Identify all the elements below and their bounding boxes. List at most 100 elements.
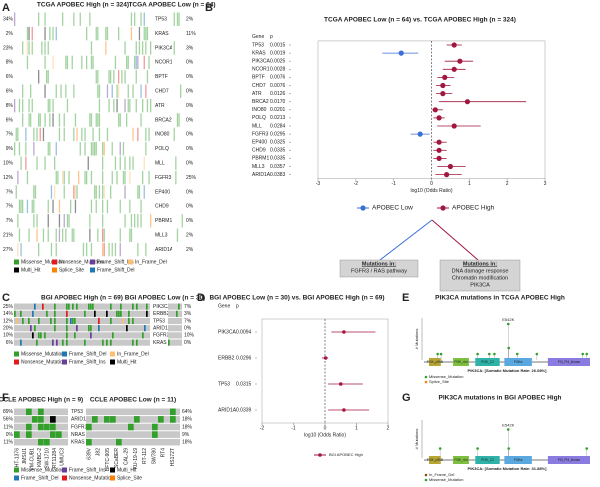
- domain: [453, 456, 469, 464]
- cell: [168, 339, 170, 346]
- cell-line-label: 639V: [86, 447, 92, 459]
- cell: [84, 127, 86, 142]
- gene-label: TP53: [218, 381, 230, 387]
- pct-label: 6%: [6, 74, 14, 80]
- cell: [47, 228, 49, 242]
- group-title: TCGA APOBEC Low (n = 64): [128, 2, 215, 9]
- connector: [379, 219, 433, 261]
- pct-label: 7%: [6, 189, 14, 195]
- cell: [114, 242, 117, 257]
- cell: [44, 55, 46, 70]
- cell: [145, 41, 147, 55]
- cell: [50, 423, 56, 431]
- track: [14, 431, 68, 438]
- cell: [74, 185, 77, 199]
- x-tick-label: 2: [506, 181, 509, 187]
- cell: [145, 142, 147, 156]
- estimate-point: [440, 82, 446, 89]
- p-value: 0.0335: [270, 156, 286, 162]
- cell: [92, 55, 94, 70]
- cell: [150, 214, 152, 228]
- gene-label: INO80: [155, 132, 170, 138]
- x-tick-label: 0: [430, 181, 433, 187]
- domain-label: PI3K_C2: [481, 458, 494, 462]
- cell: [121, 70, 123, 84]
- domain: [504, 358, 532, 366]
- mutation-point: [585, 447, 589, 450]
- cell: [127, 55, 129, 70]
- cell: [90, 242, 93, 257]
- cell: [26, 41, 29, 55]
- x-axis-label: log10 (Odds Ratio): [304, 432, 346, 438]
- cell: [90, 142, 93, 156]
- estimate-point: [417, 131, 423, 137]
- legend-label: Missense_Mutation: [429, 374, 463, 379]
- cell: [148, 55, 150, 70]
- track: [14, 185, 152, 199]
- cell: [66, 55, 69, 70]
- cell: [112, 332, 114, 339]
- cell: [52, 98, 54, 113]
- cell-line-label: VM-CUB1: [29, 448, 35, 471]
- p-value: 0.0170: [270, 99, 286, 105]
- cell: [58, 127, 61, 142]
- cell: [38, 70, 40, 84]
- cell: [86, 242, 88, 257]
- pct-label: 21%: [3, 233, 14, 239]
- cell: [92, 303, 94, 310]
- cell: [105, 41, 107, 55]
- cell: [15, 185, 17, 199]
- legend-label: Nonsense_Mutation: [69, 475, 114, 481]
- cell: [50, 416, 56, 423]
- cell: [72, 303, 74, 310]
- cell: [44, 41, 46, 55]
- cell: [148, 127, 150, 142]
- cell: [150, 98, 152, 113]
- cell-line-label: CAL-29: [124, 448, 130, 465]
- gene-label: BPTF: [155, 74, 168, 80]
- gene-label: NCOR1: [155, 60, 173, 66]
- cell: [63, 170, 65, 185]
- cell: [15, 127, 17, 142]
- cell: [25, 156, 27, 170]
- cell: [136, 303, 138, 310]
- cell: [14, 12, 16, 26]
- cell: [118, 84, 120, 98]
- legend-swatch: [110, 467, 115, 473]
- cell: [76, 127, 78, 142]
- estimate-point: [464, 99, 471, 105]
- cell: [137, 127, 139, 142]
- cell: [74, 332, 76, 339]
- cell: [38, 113, 40, 127]
- pct-label: 10%: [184, 333, 195, 339]
- pct-label: 0%: [186, 189, 194, 195]
- cell: [28, 26, 30, 41]
- domain: [428, 358, 441, 366]
- cell: [33, 185, 35, 199]
- gene-label: ARID1A: [252, 172, 271, 178]
- cell: [34, 303, 36, 310]
- cell: [14, 142, 16, 156]
- gene-label: TP53: [155, 17, 167, 23]
- cell: [55, 242, 57, 257]
- legend-swatch: [90, 267, 95, 273]
- cell: [44, 156, 46, 170]
- pct-label: 2%: [186, 17, 194, 23]
- cell: [129, 170, 131, 185]
- legend-point: [424, 380, 428, 384]
- gene-label: MLL: [155, 161, 165, 167]
- cell: [22, 41, 24, 55]
- cell: [33, 214, 35, 228]
- legend-swatch: [62, 467, 67, 473]
- cell: [22, 199, 24, 214]
- pct-label: 0%: [184, 326, 192, 332]
- cell: [130, 228, 133, 242]
- estimate-point: [447, 163, 454, 170]
- cell: [102, 170, 104, 185]
- legend-label: Multi_Hit: [117, 467, 137, 473]
- cell: [44, 332, 46, 339]
- track: [172, 142, 184, 156]
- cell: [38, 317, 40, 325]
- cell: [68, 214, 70, 228]
- cell: [26, 199, 29, 214]
